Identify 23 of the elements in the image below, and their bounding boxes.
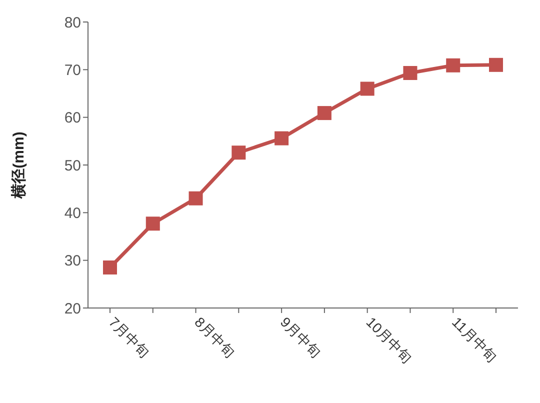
x-tick-label: 7月中旬 <box>106 314 152 360</box>
point <box>274 131 289 146</box>
point <box>403 66 418 80</box>
y-tick-label: 50 <box>64 157 81 174</box>
x-tick-label: 11月中旬 <box>448 314 500 366</box>
x-tick-label: 8月中旬 <box>192 314 238 360</box>
y-tick-label: 80 <box>64 14 81 32</box>
point <box>188 191 203 206</box>
point <box>146 216 160 231</box>
point <box>446 58 460 72</box>
y-tick-label: 20 <box>64 300 81 318</box>
point <box>360 82 374 96</box>
point <box>317 106 332 120</box>
point <box>232 146 246 160</box>
point <box>103 260 117 274</box>
point <box>489 58 503 72</box>
y-tick-label: 30 <box>64 252 81 270</box>
y-tick-label: 60 <box>64 110 81 127</box>
y-tick-label: 40 <box>64 204 81 222</box>
x-tick-label: 10月中旬 <box>363 314 416 366</box>
y-axis-title: 横径(mm) <box>10 132 28 200</box>
x-tick-label: 9月中旬 <box>277 314 324 360</box>
y-tick-label: 70 <box>64 62 81 79</box>
